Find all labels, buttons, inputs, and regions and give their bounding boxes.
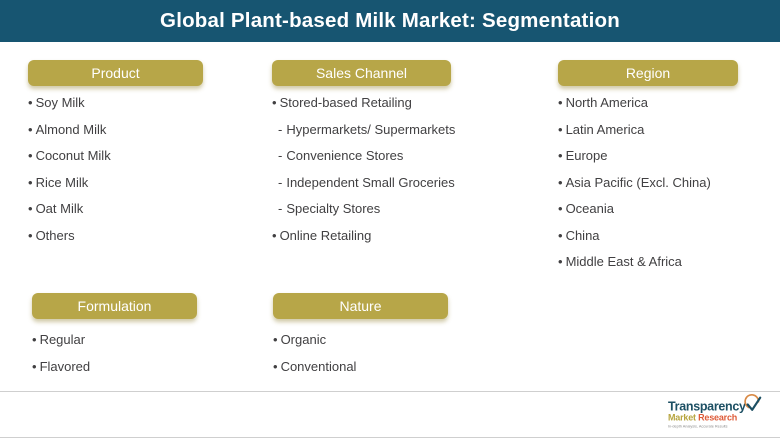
svg-text:Market Research: Market Research: [668, 413, 737, 423]
svg-text:Transparency: Transparency: [668, 400, 746, 414]
svg-text:In-depth Analysis, Accurate Re: In-depth Analysis, Accurate Results: [668, 425, 728, 429]
